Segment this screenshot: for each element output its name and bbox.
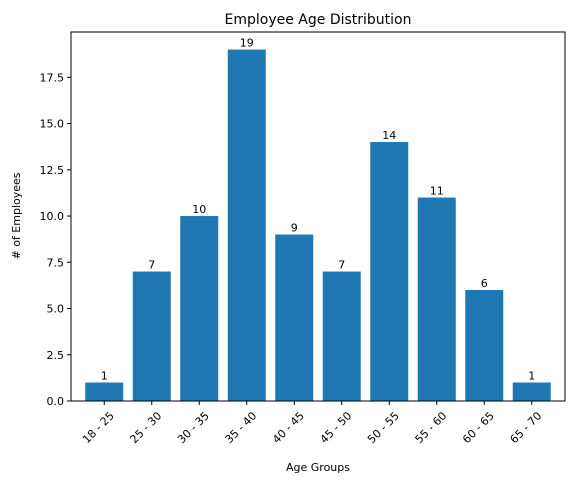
bar: [85, 383, 123, 401]
y-tick-label: 0.0: [47, 395, 65, 408]
x-axis-label: Age Groups: [286, 461, 350, 474]
bar: [275, 235, 313, 401]
x-tick-label: 25 - 30: [128, 409, 165, 446]
data-label: 1: [101, 370, 108, 383]
bar: [228, 50, 266, 401]
x-tick-label: 55 - 60: [413, 409, 450, 446]
plot-area: 171019971411610.02.55.07.510.012.515.017…: [40, 32, 566, 446]
x-tick-label: 40 - 45: [270, 409, 307, 446]
y-tick-label: 5.0: [47, 303, 65, 316]
bar: [465, 290, 503, 401]
x-tick-label: 45 - 50: [318, 409, 355, 446]
bar: [323, 272, 361, 401]
x-tick-label: 30 - 35: [175, 409, 212, 446]
x-tick-label: 18 - 25: [80, 409, 117, 446]
bar: [418, 198, 456, 401]
bar: [180, 216, 218, 401]
bar: [370, 142, 408, 401]
data-label: 1: [528, 370, 535, 383]
data-label: 6: [481, 277, 488, 290]
y-tick-label: 10.0: [40, 210, 65, 223]
bar: [513, 383, 551, 401]
y-tick-label: 7.5: [47, 256, 65, 269]
bar: [133, 272, 171, 401]
data-label: 7: [148, 259, 155, 272]
x-tick-label: 50 - 55: [365, 409, 402, 446]
chart-title: Employee Age Distribution: [225, 12, 412, 28]
x-tick-label: 65 - 70: [508, 409, 545, 446]
data-label: 11: [430, 185, 444, 198]
y-tick-label: 15.0: [40, 118, 65, 131]
data-label: 10: [192, 203, 206, 216]
x-tick-label: 60 - 65: [460, 409, 497, 446]
y-tick-label: 17.5: [40, 71, 65, 84]
data-label: 19: [240, 37, 254, 50]
data-label: 7: [338, 259, 345, 272]
data-label: 14: [382, 129, 396, 142]
y-tick-label: 12.5: [40, 164, 65, 177]
x-tick-label: 35 - 40: [223, 409, 260, 446]
data-label: 9: [291, 222, 298, 235]
y-axis-label: # of Employees: [10, 172, 23, 259]
y-tick-label: 2.5: [47, 349, 65, 362]
